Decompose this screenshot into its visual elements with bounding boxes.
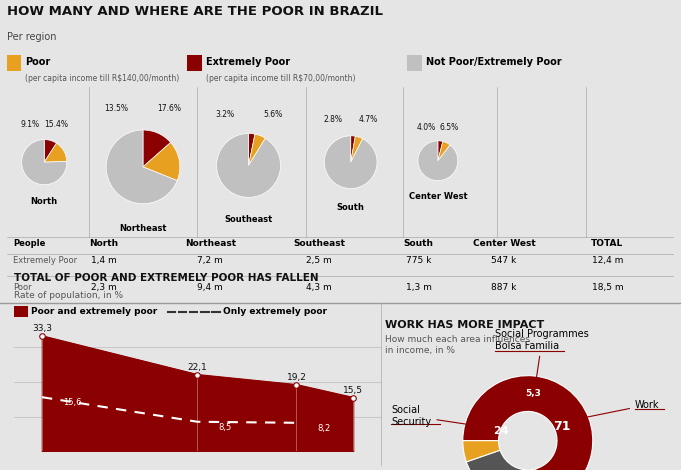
Text: Extremely Poor: Extremely Poor [206,57,290,67]
Text: 4.7%: 4.7% [359,115,379,124]
Text: (per capita income till R$140,00/month): (per capita income till R$140,00/month) [25,74,180,83]
Text: 1,4 m: 1,4 m [91,256,116,266]
Wedge shape [44,140,57,162]
Text: Center West: Center West [409,192,467,201]
Text: 15.4%: 15.4% [44,120,68,129]
Text: 6.5%: 6.5% [439,123,459,132]
Text: 19,2: 19,2 [287,373,306,382]
Text: 7,2 m: 7,2 m [197,256,223,266]
Text: Only extremely poor: Only extremely poor [223,307,328,316]
Text: 2,5 m: 2,5 m [306,256,332,266]
Wedge shape [249,133,255,165]
Text: Extremely Poor: Extremely Poor [14,256,78,266]
Text: 887 k: 887 k [491,283,517,292]
Text: 8,5: 8,5 [219,423,232,432]
Wedge shape [22,140,67,185]
Wedge shape [351,136,363,162]
Text: 9,4 m: 9,4 m [197,283,223,292]
Text: 3.2%: 3.2% [215,110,234,119]
Text: 2.8%: 2.8% [323,115,342,124]
Text: People: People [14,239,46,248]
Text: 22,1: 22,1 [187,363,208,372]
Wedge shape [438,141,443,161]
Text: Poor: Poor [14,283,32,292]
Text: TOTAL OF POOR AND EXTREMELY POOR HAS FALLEN: TOTAL OF POOR AND EXTREMELY POOR HAS FAL… [14,273,318,283]
Text: Center West: Center West [473,239,535,248]
Text: 33,3: 33,3 [32,324,52,333]
Wedge shape [217,133,281,197]
Text: TOTAL: TOTAL [591,239,624,248]
Text: Social
Security: Social Security [392,405,478,427]
Text: 1,3 m: 1,3 m [406,283,432,292]
Text: 18,5 m: 18,5 m [592,283,623,292]
Text: 12,4 m: 12,4 m [592,256,623,266]
Wedge shape [143,142,180,180]
Text: Rate of population, in %: Rate of population, in % [14,291,123,300]
Text: 17.6%: 17.6% [158,104,182,113]
Text: Poor: Poor [25,57,51,67]
Text: Work: Work [586,400,659,417]
Text: 775 k: 775 k [406,256,431,266]
Text: Southeast: Southeast [293,239,345,248]
Wedge shape [106,130,177,204]
Text: HOW MANY AND WHERE ARE THE POOR IN BRAZIL: HOW MANY AND WHERE ARE THE POOR IN BRAZI… [7,5,383,18]
Text: 5,3: 5,3 [525,389,541,399]
Wedge shape [351,136,355,162]
Bar [14,306,28,317]
Text: North: North [89,239,118,248]
Text: 15,5: 15,5 [343,386,363,395]
Text: South: South [404,239,434,248]
Text: South: South [337,203,364,212]
Text: 2,3 m: 2,3 m [91,283,116,292]
Text: 15,6: 15,6 [63,398,82,407]
Bar [407,55,422,71]
Text: 4.0%: 4.0% [417,123,437,132]
Text: 71: 71 [553,420,570,433]
Text: Northeast: Northeast [185,239,236,248]
Text: Social Programmes
Bolsa Familia: Social Programmes Bolsa Familia [495,329,589,381]
Text: 13.5%: 13.5% [104,104,128,113]
Wedge shape [466,450,545,470]
Wedge shape [324,136,377,188]
Text: Per region: Per region [7,32,57,42]
Text: 547 k: 547 k [492,256,517,266]
Wedge shape [463,376,592,470]
Wedge shape [143,130,171,167]
Bar [187,55,202,71]
Wedge shape [438,141,450,161]
Bar [7,55,22,71]
Text: WORK HAS MORE IMPACT: WORK HAS MORE IMPACT [385,321,544,330]
Text: North: North [31,197,58,206]
Text: 24: 24 [492,426,508,436]
Text: (per capita income till R$70,00/month): (per capita income till R$70,00/month) [206,74,355,83]
Text: 8,2: 8,2 [318,424,331,433]
Wedge shape [463,441,500,462]
Text: 4,3 m: 4,3 m [306,283,332,292]
Text: Poor and extremely poor: Poor and extremely poor [31,307,157,316]
Wedge shape [44,143,67,162]
Text: Southeast: Southeast [225,215,272,224]
Wedge shape [249,134,266,165]
Text: How much each area influences
in income, in %: How much each area influences in income,… [385,336,530,355]
Wedge shape [418,141,458,180]
Text: 5.6%: 5.6% [263,110,282,119]
Text: Northeast: Northeast [119,224,167,233]
Text: Not Poor/Extremely Poor: Not Poor/Extremely Poor [426,57,562,67]
Text: 9.1%: 9.1% [20,120,39,129]
